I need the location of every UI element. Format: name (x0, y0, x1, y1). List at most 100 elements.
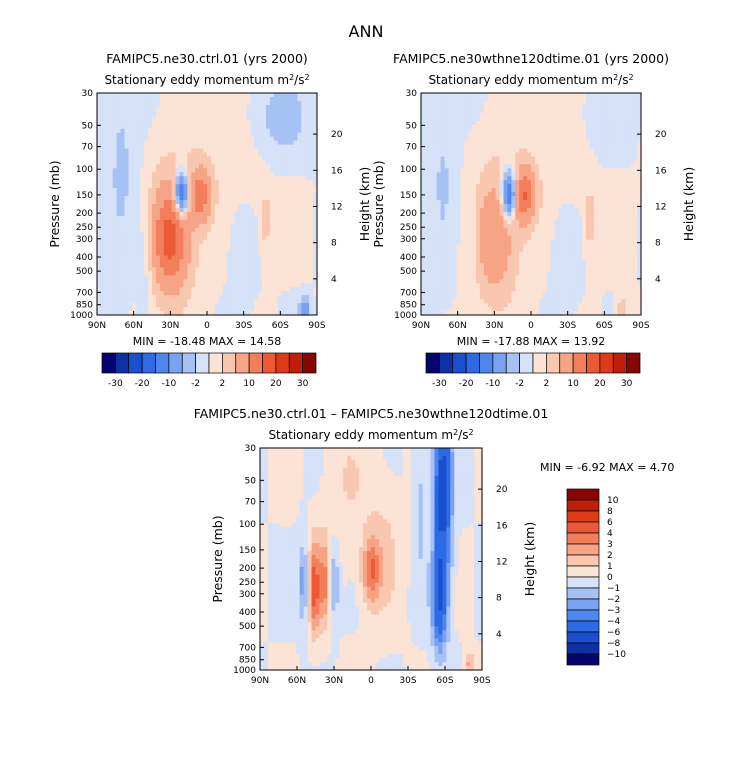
contour-cell (601, 124, 607, 130)
contour-cell (171, 96, 177, 102)
contour-cell (487, 200, 493, 205)
contour-cell (195, 291, 200, 296)
contour-cell (124, 168, 130, 173)
contour-cell (605, 96, 611, 102)
contour-cell (238, 184, 243, 189)
contour-cell (163, 271, 169, 276)
contour-cell (613, 172, 619, 177)
contour-cell (195, 247, 200, 253)
contour-cell (226, 239, 232, 245)
contour-cell (586, 176, 591, 181)
contour-cell (97, 239, 102, 245)
contour-cell (112, 132, 118, 138)
contour-cell (250, 291, 255, 296)
units-superscript: 2 (628, 73, 633, 82)
contour-cell (242, 116, 247, 122)
contour-cell (586, 148, 591, 154)
contour-cell (128, 299, 133, 304)
contour-cell (144, 235, 149, 241)
contour-cell (246, 219, 251, 225)
contour-cell (542, 164, 548, 169)
contour-cell (214, 271, 220, 276)
contour-cell (621, 96, 626, 102)
contour-cell (97, 279, 102, 284)
contour-cell (199, 295, 204, 300)
contour-cell (199, 116, 204, 122)
contour-cell (136, 196, 141, 201)
contour-cell (507, 116, 512, 122)
contour-cell (277, 303, 283, 308)
contour-cell (487, 160, 493, 165)
contour-cell (203, 184, 208, 189)
contour-cell (104, 176, 110, 181)
contour-cell (120, 231, 126, 237)
contour-cell (297, 104, 302, 110)
contour-cell (285, 299, 291, 304)
contour-cell (136, 156, 141, 161)
contour-cell (97, 196, 102, 201)
contour-cell (132, 251, 137, 257)
contour-cell (140, 215, 145, 221)
contour-cell (519, 136, 524, 142)
contour-cell (479, 140, 485, 146)
contour-cell (297, 283, 302, 288)
contour-cell (167, 231, 173, 237)
contour-cell (491, 184, 497, 189)
contour-cell (472, 132, 477, 138)
contour-cell (574, 160, 579, 165)
contour-cell (582, 144, 587, 150)
contour-cell (269, 112, 275, 118)
contour-cell (483, 180, 489, 185)
contour-cell (199, 287, 204, 292)
contour-cell (242, 291, 247, 296)
contour-cell (633, 176, 638, 181)
contour-cell (132, 219, 137, 225)
contour-cell (483, 200, 489, 205)
contour-cell (609, 180, 615, 185)
contour-cell (179, 144, 185, 150)
contour-cell (124, 172, 130, 177)
contour-cell (222, 96, 228, 102)
contour-cell (199, 188, 204, 193)
contour-cell (207, 128, 212, 134)
contour-cell (159, 299, 165, 304)
contour-cell (511, 116, 516, 122)
contour-cell (222, 100, 228, 106)
contour-cell (589, 104, 595, 110)
contour-cell (167, 176, 173, 181)
contour-cell (472, 168, 477, 173)
contour-cell (234, 247, 240, 253)
contour-cell (191, 180, 196, 185)
contour-cell (175, 231, 181, 237)
contour-cell (609, 184, 615, 189)
contour-cell (534, 128, 540, 134)
contour-cell (503, 100, 509, 106)
contour-cell (589, 180, 595, 185)
contour-cell (558, 211, 564, 217)
contour-cell (527, 168, 532, 173)
contour-cell (116, 251, 122, 257)
contour-cell (617, 116, 622, 122)
contour-cell (440, 172, 446, 177)
contour-cell (120, 219, 126, 225)
contour-cell (479, 200, 485, 205)
contour-cell (432, 200, 438, 205)
contour-cell (258, 279, 263, 284)
contour-cell (542, 116, 548, 122)
contour-cell (301, 108, 306, 114)
contour-cell (586, 180, 591, 185)
contour-cell (305, 247, 310, 253)
contour-cell (199, 239, 204, 245)
contour-cell (277, 188, 283, 193)
contour-cell (155, 148, 161, 154)
contour-cell (562, 172, 567, 177)
contour-cell (258, 227, 263, 233)
contour-cell (309, 303, 314, 308)
contour-cell (148, 259, 153, 265)
contour-cell (144, 223, 149, 229)
contour-cell (499, 144, 505, 150)
contour-cell (617, 120, 622, 126)
contour-cell (546, 160, 552, 165)
contour-cell (144, 255, 149, 261)
contour-cell (309, 219, 314, 225)
